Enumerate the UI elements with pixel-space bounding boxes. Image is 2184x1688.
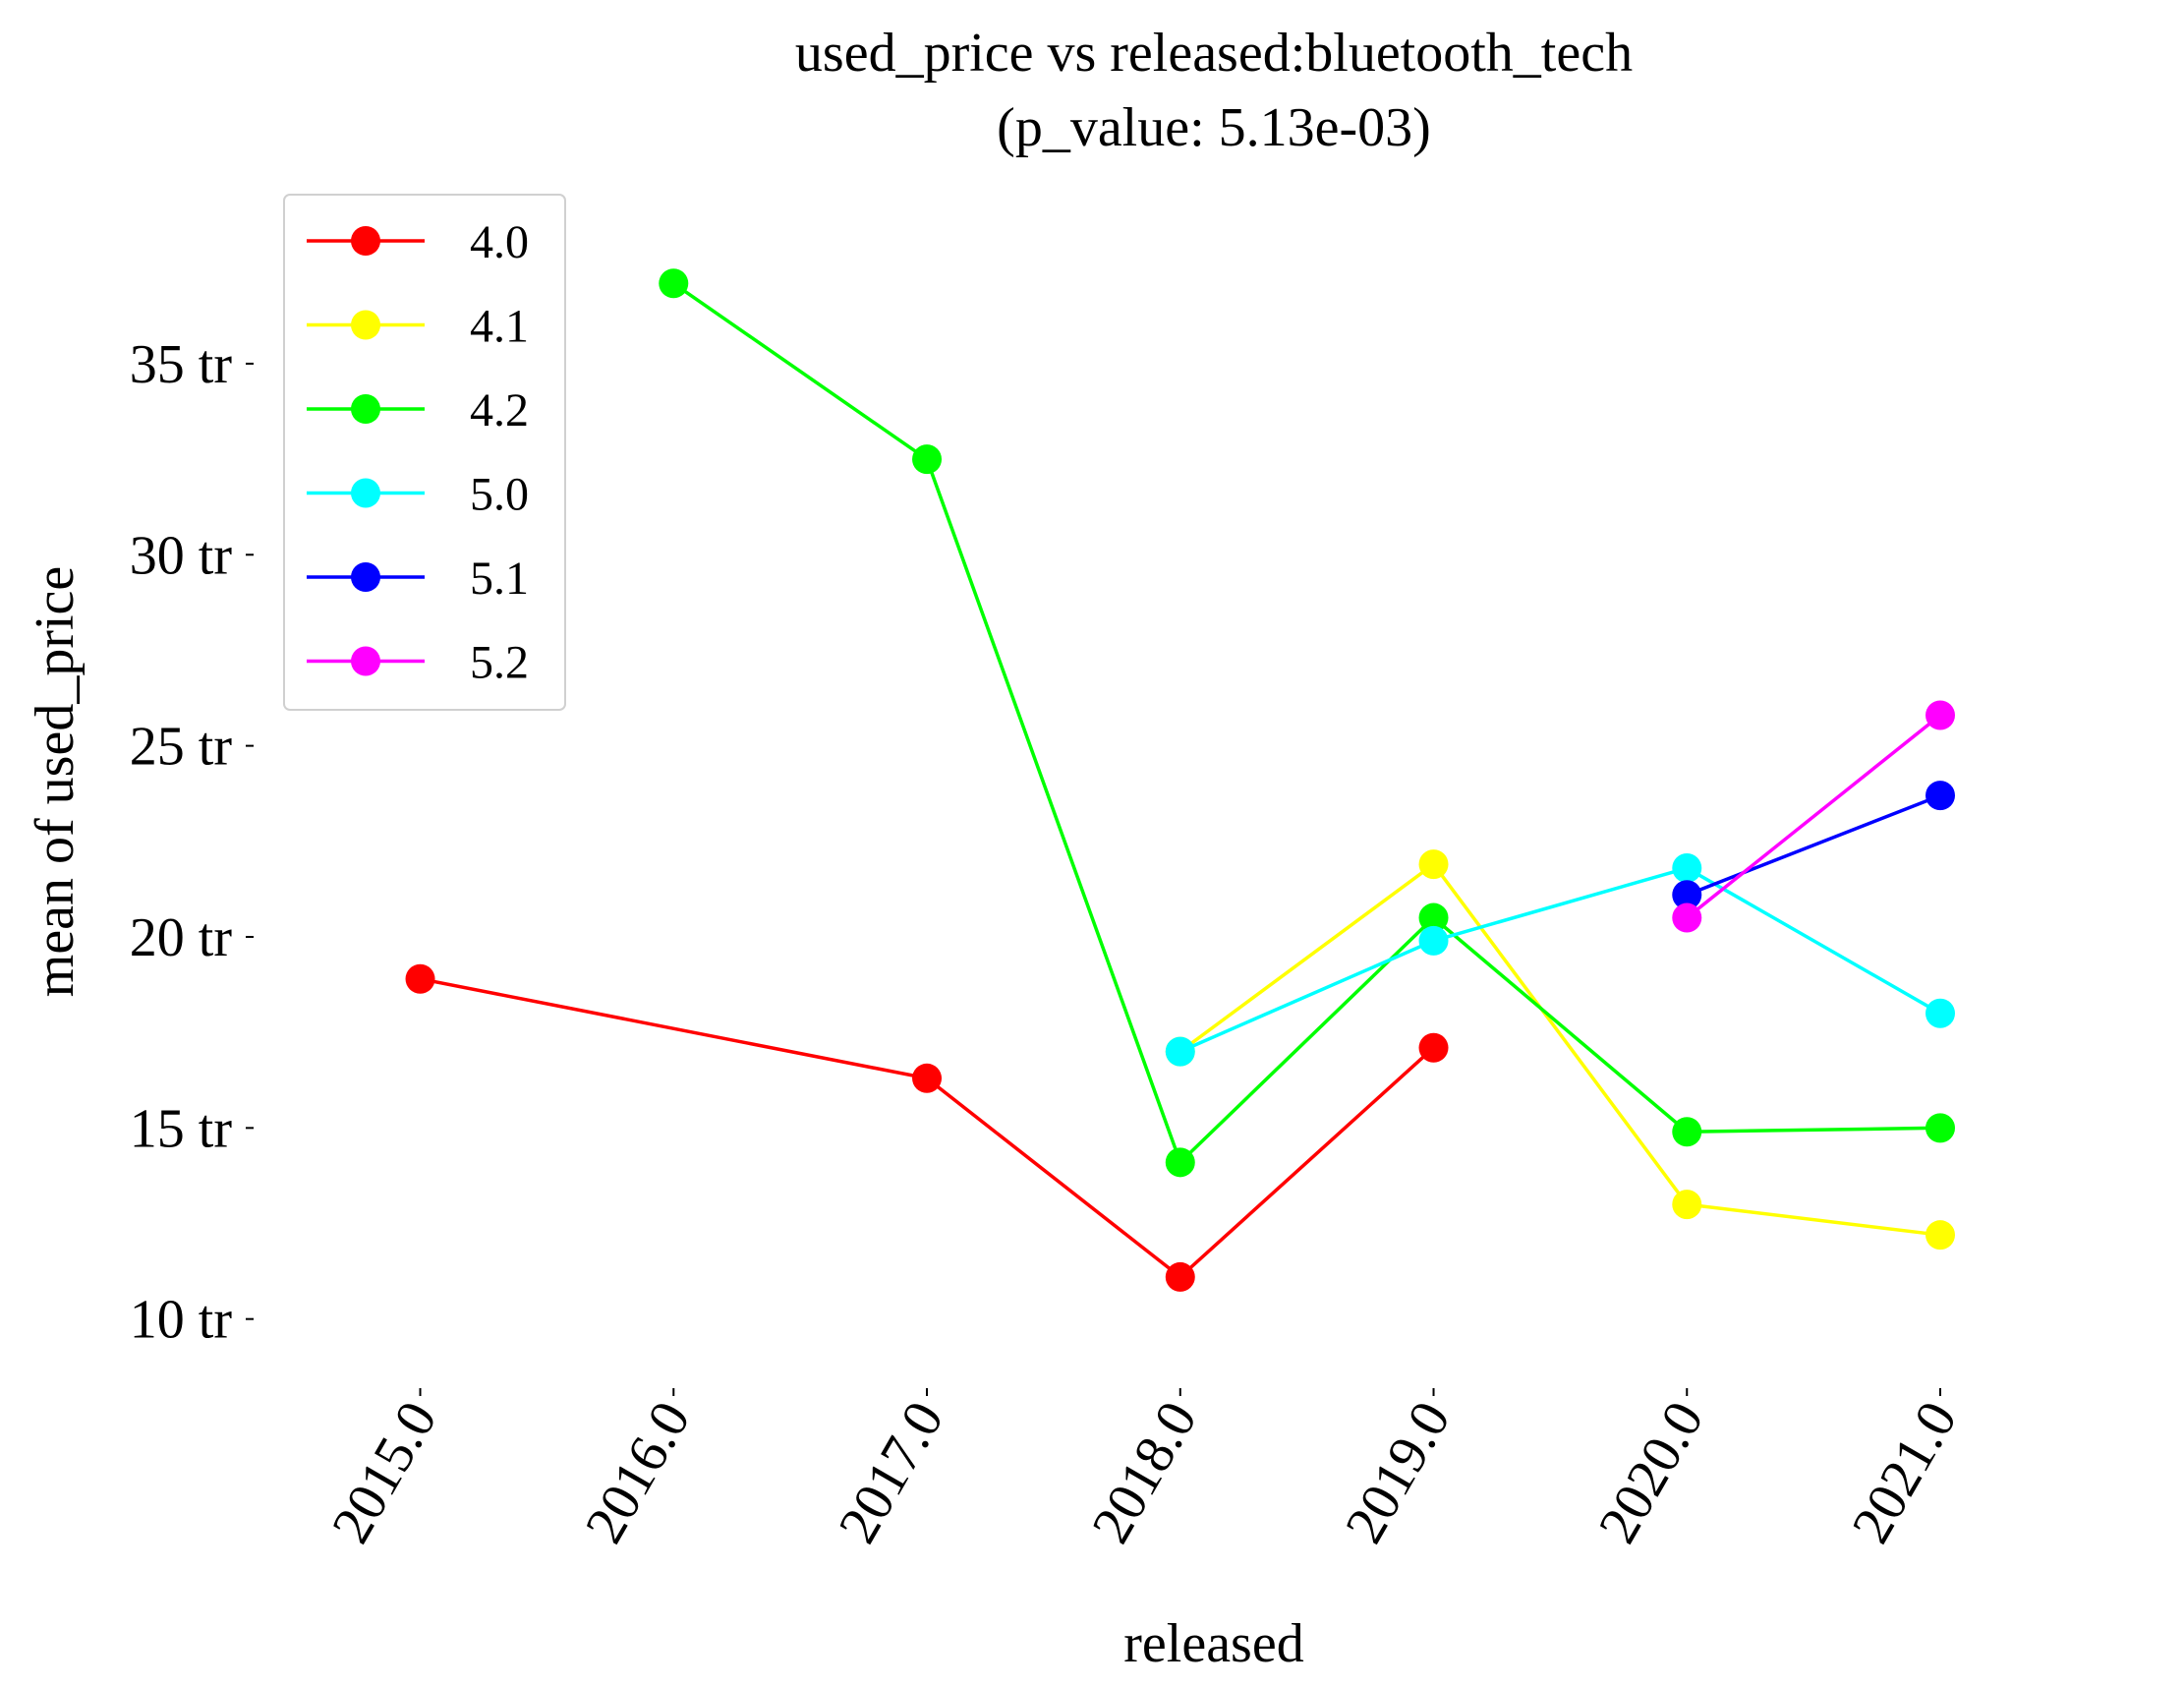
legend: 4.0 4.1 4.2 5.0 5.1 5.2 [283,194,566,711]
data-point [1418,925,1449,956]
data-point [1418,902,1449,933]
legend-frame [283,194,566,711]
x-axis: 2015.0 2016.0 2017.0 2018.0 2019.0 2020.0 2021… [320,1388,1969,1553]
series-5.0 [1165,853,1956,1067]
data-point [1925,700,1956,730]
series-4.0 [405,963,1449,1292]
y-tick-label: 25 tr [130,717,233,778]
series-4.1 [1165,849,1956,1251]
legend-marker [351,310,380,340]
series-line [1179,866,1941,1054]
legend-label: 5.1 [470,553,529,605]
data-point [405,963,435,994]
series-line [1686,793,1941,897]
legend-label: 5.2 [470,637,529,689]
y-tick-label: 10 tr [130,1290,233,1351]
data-point [1672,853,1702,884]
legend-entry: 4.2 [307,384,529,437]
chart-title: used_price vs released:bluetooth_tech [795,23,1633,84]
y-tick-label: 15 tr [130,1098,233,1159]
legend-marker [351,478,380,508]
series-5.1 [1672,781,1956,910]
data-point [912,1063,943,1093]
x-tick-label: 2017.0 [828,1392,956,1553]
x-tick-label: 2018.0 [1080,1392,1209,1553]
data-point [1418,849,1449,880]
series-line [672,281,1941,1166]
legend-marker [351,226,380,256]
data-point [659,268,689,299]
series-5.2 [1672,700,1956,933]
legend-marker [351,562,380,592]
x-tick-label: 2016.0 [574,1392,703,1553]
data-point [912,444,943,475]
data-point [1925,1113,1956,1143]
y-tick-label: 30 tr [130,525,233,586]
legend-marker [351,394,380,424]
y-axis-label: mean of used_price [25,566,86,997]
legend-label: 4.1 [470,301,529,353]
series-line [1686,714,1942,919]
data-point [1165,1261,1195,1292]
legend-entry: 5.2 [307,637,529,689]
data-point [1925,1220,1956,1251]
data-point [1925,998,1956,1028]
legend-label: 4.2 [470,384,529,437]
data-point [1925,781,1956,811]
x-axis-label: released [1123,1613,1303,1674]
data-point [1672,1117,1702,1147]
series-4.2 [659,268,1956,1178]
legend-label: 5.0 [470,469,529,521]
data-point [1672,880,1702,910]
legend-marker [351,646,380,676]
chart-subtitle: (p_value: 5.13e-03) [997,97,1431,158]
legend-entry: 4.0 [307,216,529,268]
data-point [1672,1190,1702,1220]
series-line [1178,861,1941,1237]
x-tick-label: 2021.0 [1841,1392,1970,1553]
y-axis: 10 tr 15 tr 20 tr 25 tr 30 tr 35 tr [130,334,254,1351]
legend-label: 4.0 [470,216,529,268]
x-tick-label: 2020.0 [1587,1392,1716,1553]
y-tick-label: 20 tr [130,907,233,968]
series-layer [405,268,1956,1292]
y-tick-label: 35 tr [130,334,233,395]
legend-entry: 5.0 [307,469,529,521]
x-tick-label: 2015.0 [320,1392,449,1553]
data-point [1672,902,1702,933]
series-line [420,976,1435,1280]
data-point [1418,1032,1449,1063]
legend-entry: 4.1 [307,301,529,353]
data-point [1165,1147,1195,1178]
x-tick-label: 2019.0 [1334,1392,1463,1553]
legend-entry: 5.1 [307,553,529,605]
data-point [1165,1036,1195,1067]
